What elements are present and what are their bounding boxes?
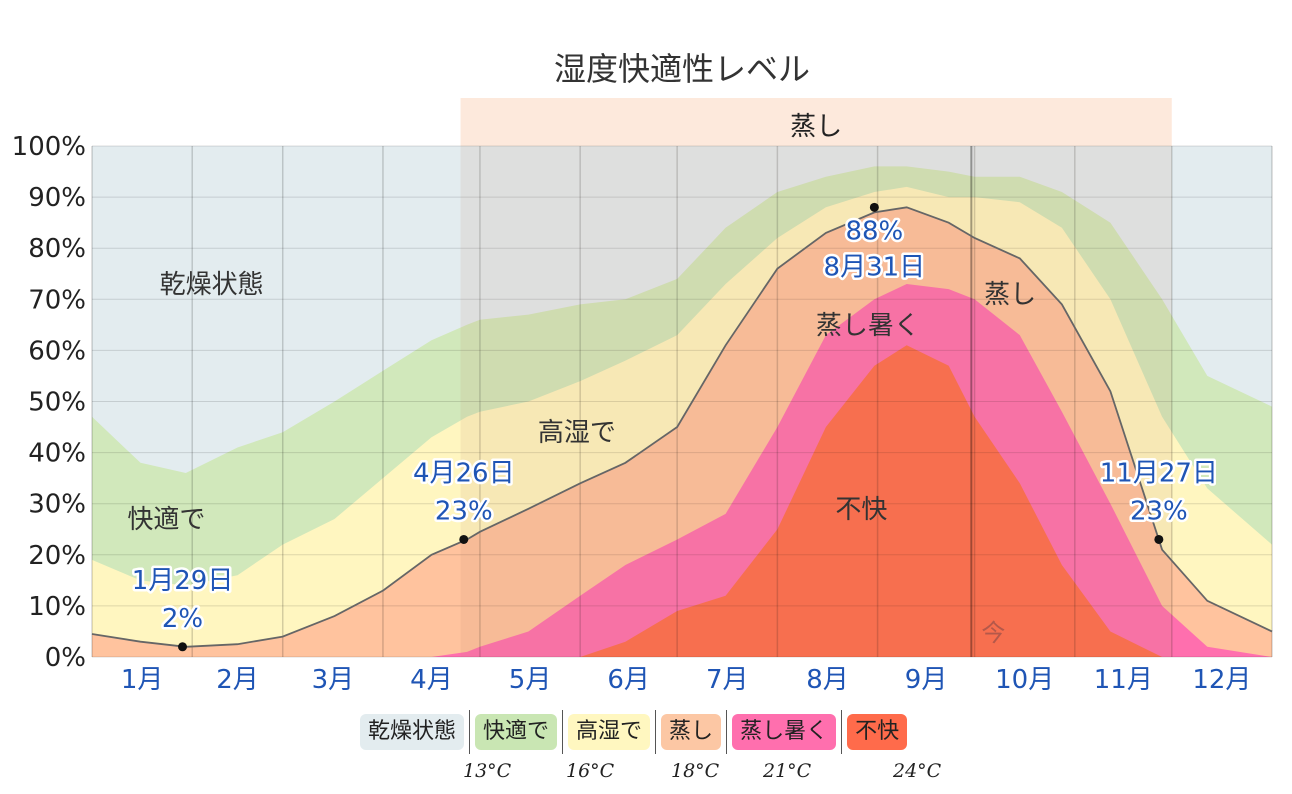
zone-label: 快適で [127, 505, 205, 535]
month-label: 5月 [509, 665, 552, 695]
month-label: 4月 [410, 665, 453, 695]
y-tick-label: 20% [28, 541, 86, 571]
muggy-season-label: 蒸し [790, 112, 842, 142]
annotation-label: 23% [435, 496, 493, 526]
legend-separator [841, 710, 843, 754]
month-label: 12月 [1192, 665, 1251, 695]
chart-labels: 蒸し今 0% 10% 20% 30% 40% 50% 60% 70% 80% 90% 100% 1月 2月… [12, 50, 1252, 695]
muggy-season-shade [460, 146, 1172, 657]
month-label: 9月 [905, 665, 948, 695]
month-label: 6月 [607, 665, 650, 695]
month-label: 7月 [706, 665, 749, 695]
temp-threshold-18: 18°C [671, 760, 720, 782]
temp-threshold-16: 16°C [566, 760, 615, 782]
chart-title: 湿度快適性レベル [554, 50, 810, 88]
zone-label: 蒸し暑く [816, 311, 920, 341]
y-tick-label: 100% [12, 132, 86, 162]
annotation-label: 88% [845, 216, 903, 246]
y-tick-label: 70% [28, 285, 86, 315]
annotation-label: 1月29日 [132, 566, 234, 596]
temp-threshold-21: 21°C [763, 760, 812, 782]
annotation-point [459, 534, 469, 544]
temp-threshold-24: 24°C [893, 760, 942, 782]
legend-separator [726, 710, 728, 754]
y-tick-label: 10% [28, 592, 86, 622]
month-label: 2月 [216, 665, 259, 695]
legend-item-miserable: 不快 [847, 714, 908, 750]
legend-item-comfortable: 快適で [475, 714, 558, 750]
month-label: 3月 [312, 665, 355, 695]
legend-item-humid: 高湿で [568, 714, 651, 750]
comfort-areas [92, 146, 1272, 658]
annotation-point [1154, 534, 1164, 544]
month-label: 8月 [806, 665, 849, 695]
legend-item-dry: 乾燥状態 [360, 714, 465, 750]
zone-label: 乾燥状態 [160, 270, 264, 300]
annotation-point [178, 642, 188, 652]
legend-item-muggy: 蒸し [661, 714, 722, 750]
legend-separator [469, 710, 471, 754]
legend-separator [562, 710, 564, 754]
annotation-label: 4月26日 [413, 458, 515, 488]
zone-label: 蒸し [984, 280, 1036, 310]
annotation-label: 23% [1130, 496, 1188, 526]
annotation-label: 2% [162, 604, 203, 634]
humidity-curve [91, 206, 1273, 648]
legend-item-oppressive: 蒸し暑く [732, 714, 837, 750]
zone-label: 高湿で [538, 418, 616, 448]
y-tick-label: 90% [28, 183, 86, 213]
chart-overlay [91, 146, 1273, 657]
legend-separator [655, 710, 657, 754]
humidity-comfort-chart: 蒸し今 0% 10% 20% 30% 40% 50% 60% 70% 80% 90% 100% 1月 2月… [12, 50, 1273, 695]
now-label: 今 [981, 619, 1005, 647]
legend: 乾燥状態 快適で 高湿で 蒸し 蒸し暑く 不快 [360, 710, 908, 754]
temp-threshold-13: 13°C [463, 760, 512, 782]
annotation-label: 11月27日 [1100, 458, 1218, 488]
y-tick-label: 30% [28, 490, 86, 520]
y-tick-label: 80% [28, 234, 86, 264]
y-tick-label: 60% [28, 336, 86, 366]
month-label: 1月 [121, 665, 164, 695]
y-tick-label: 50% [28, 388, 86, 418]
area-不快 [92, 345, 1272, 657]
zone-label: 不快 [835, 495, 887, 525]
annotation-point [869, 202, 879, 212]
annotation-label: 8月31日 [824, 252, 926, 282]
muggy-season-band [460, 98, 1172, 146]
y-tick-label: 40% [28, 439, 86, 469]
y-tick-label: 0% [45, 643, 86, 673]
gridlines [91, 145, 1273, 658]
muggy-season-header [460, 98, 1172, 146]
month-label: 11月 [1094, 665, 1153, 695]
month-label: 10月 [995, 665, 1054, 695]
